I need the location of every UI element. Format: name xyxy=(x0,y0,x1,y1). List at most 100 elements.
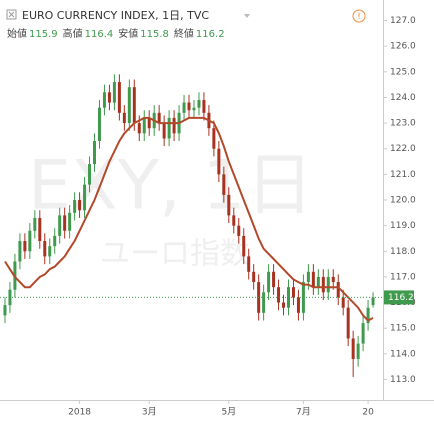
dropdown-arrow[interactable] xyxy=(244,14,250,18)
candle-body xyxy=(122,112,126,124)
candle-body xyxy=(306,271,310,283)
candle-body xyxy=(117,82,121,113)
candle-body xyxy=(242,235,246,257)
candle-body xyxy=(371,297,375,306)
candle-body xyxy=(366,307,370,324)
y-tick-label: 122.0 xyxy=(390,144,416,154)
toggle-icon[interactable] xyxy=(6,9,17,20)
candle-body xyxy=(147,117,151,129)
candle-body xyxy=(341,297,345,308)
candle-body xyxy=(356,343,360,359)
y-tick-label: 126.0 xyxy=(390,42,416,52)
candle-body xyxy=(137,123,141,134)
candle-body xyxy=(127,87,131,124)
candle-body xyxy=(232,215,236,226)
ohlc-value: 115.9 xyxy=(29,29,58,40)
candle-body xyxy=(346,307,350,339)
candle-body xyxy=(272,271,276,288)
watermark-subtitle: ユーロ指数 xyxy=(100,237,250,272)
y-tick-label: 118.0 xyxy=(390,247,416,257)
y-tick-label: 113.0 xyxy=(390,375,416,385)
candle-body xyxy=(58,215,62,236)
candle-body xyxy=(157,112,161,124)
ohlc-label: 終値 xyxy=(174,27,194,40)
candle-body xyxy=(267,271,271,293)
candle-body xyxy=(18,241,22,262)
plot xyxy=(0,74,383,377)
candle-body xyxy=(142,117,146,134)
candle-body xyxy=(192,107,196,111)
candle-body xyxy=(316,276,320,288)
candle-body xyxy=(326,276,330,293)
alert-icon-mark: ! xyxy=(357,12,361,22)
y-tick-label: 120.0 xyxy=(390,196,416,206)
ohlc-label: 安値 xyxy=(118,27,138,40)
candle-body xyxy=(202,100,206,113)
candle-body xyxy=(331,276,335,283)
candle-body xyxy=(262,292,266,313)
candle-body xyxy=(48,246,52,257)
ohlc-label: 始値 xyxy=(7,27,27,40)
candle-body xyxy=(3,305,7,316)
x-tick-label: 2018 xyxy=(68,408,91,418)
candle-body xyxy=(88,164,92,185)
alert-icon[interactable] xyxy=(352,9,366,23)
ohlc-value: 115.8 xyxy=(140,29,169,40)
candle-body xyxy=(83,184,87,211)
moving-average xyxy=(4,116,374,322)
ohlc-value: 116.4 xyxy=(85,29,114,40)
candle-body xyxy=(361,323,365,344)
ohlc-value: 116.2 xyxy=(196,29,225,40)
y-tick-label: 115.0 xyxy=(390,324,416,334)
ohlc-label: 高値 xyxy=(63,27,83,40)
candle-body xyxy=(162,123,166,139)
candle-body xyxy=(132,87,136,124)
candle-body xyxy=(107,92,111,103)
candle-body xyxy=(73,200,77,213)
last-price-label: 116.2 xyxy=(388,293,414,303)
x-tick-label: 20 xyxy=(362,408,374,418)
y-tick-label: 125.0 xyxy=(390,67,416,77)
candle-body xyxy=(112,82,116,103)
candle-body xyxy=(237,225,241,236)
x-tick-label: 3月 xyxy=(142,407,157,418)
candle-body xyxy=(172,117,176,134)
candle-body xyxy=(97,107,101,142)
candle-body xyxy=(222,174,226,195)
y-tick-label: 127.0 xyxy=(390,16,416,26)
candle-body xyxy=(217,148,221,175)
candle-body xyxy=(33,217,37,231)
y-tick-label: 117.0 xyxy=(390,272,416,282)
toggle-icon-x xyxy=(8,11,15,18)
candle-body xyxy=(277,287,281,303)
candle-body xyxy=(53,235,57,247)
candle-body xyxy=(23,241,27,252)
candle-body xyxy=(43,241,47,257)
candle-body xyxy=(227,194,231,216)
candle-body xyxy=(78,200,82,211)
candle-body xyxy=(252,271,256,283)
candle-body xyxy=(28,230,32,252)
candle-body xyxy=(336,282,340,298)
candle-body xyxy=(296,297,300,313)
candle-body xyxy=(197,100,201,108)
chart-title: EURO CURRENCY INDEX, 1日, TVC xyxy=(22,9,209,22)
candle-body xyxy=(311,271,315,288)
candle-body xyxy=(291,287,295,298)
y-tick-label: 123.0 xyxy=(390,119,416,129)
candle-body xyxy=(282,302,286,308)
candle-body xyxy=(351,338,355,359)
candle-body xyxy=(63,215,67,231)
x-tick-label: 7月 xyxy=(296,407,311,418)
candle-body xyxy=(68,212,72,231)
candle-body xyxy=(182,102,186,113)
y-tick-label: 124.0 xyxy=(390,93,416,103)
candle-body xyxy=(167,117,171,139)
candle-body xyxy=(38,217,42,242)
candle-body xyxy=(247,256,251,272)
x-tick-label: 5月 xyxy=(221,407,236,418)
candle-body xyxy=(212,128,216,149)
last-price-box xyxy=(384,290,414,305)
candle-body xyxy=(102,92,106,108)
